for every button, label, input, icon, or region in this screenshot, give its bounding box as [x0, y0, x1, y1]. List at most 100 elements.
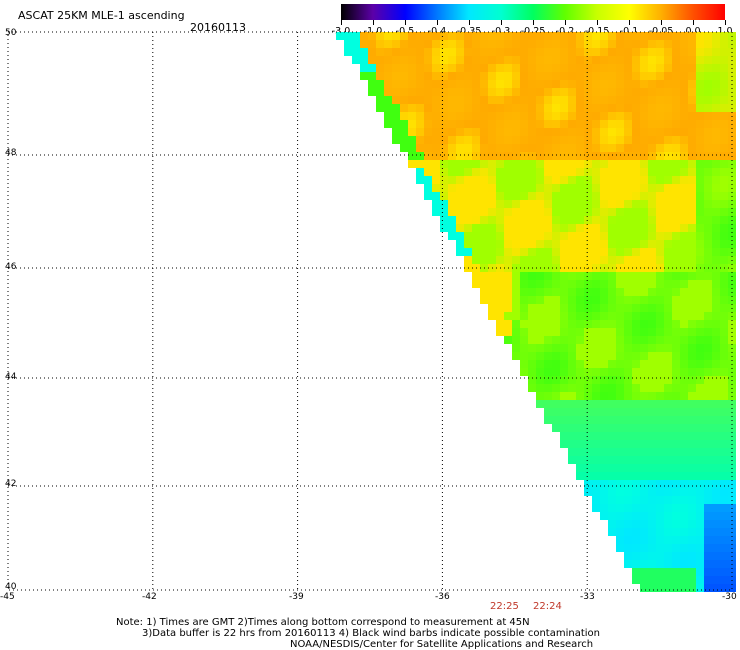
swath-cell	[552, 112, 560, 120]
swath-cell	[704, 312, 712, 320]
swath-cell	[640, 488, 648, 496]
swath-cell	[560, 104, 568, 112]
swath-cell	[696, 200, 704, 208]
swath-cell	[512, 232, 520, 240]
swath-cell	[504, 144, 512, 152]
swath-cell	[688, 240, 696, 248]
swath-cell	[568, 240, 576, 248]
swath-cell	[712, 288, 720, 296]
swath-cell	[704, 192, 712, 200]
swath-cell	[456, 240, 464, 248]
swath-cell	[456, 168, 464, 176]
swath-cell	[688, 312, 696, 320]
swath-cell	[704, 408, 712, 416]
swath-cell	[688, 304, 696, 312]
swath-cell	[392, 48, 400, 56]
swath-cell	[664, 560, 672, 568]
swath-cell	[528, 96, 536, 104]
swath-cell	[544, 368, 552, 376]
swath-cell	[624, 144, 632, 152]
swath-cell	[664, 272, 672, 280]
swath-cell	[432, 40, 440, 48]
swath-cell	[536, 216, 544, 224]
swath-cell	[672, 504, 680, 512]
swath-cell	[672, 496, 680, 504]
swath-cell	[648, 320, 656, 328]
swath-cell	[696, 552, 704, 560]
swath-cell	[552, 336, 560, 344]
swath-cell	[680, 320, 688, 328]
swath-cell	[632, 384, 640, 392]
swath-cell	[704, 528, 712, 536]
swath-cell	[712, 536, 720, 544]
swath-cell	[656, 104, 664, 112]
swath-cell	[568, 192, 576, 200]
swath-cell	[576, 400, 584, 408]
swath-cell	[680, 232, 688, 240]
swath-cell	[672, 104, 680, 112]
swath-cell	[528, 184, 536, 192]
swath-cell	[440, 112, 448, 120]
swath-cell	[616, 168, 624, 176]
swath-cell	[616, 80, 624, 88]
swath-cell	[696, 208, 704, 216]
swath-cell	[416, 56, 424, 64]
swath-cell	[624, 96, 632, 104]
swath-cell	[456, 96, 464, 104]
swath-cell	[672, 288, 680, 296]
swath-cell	[696, 496, 704, 504]
swath-cell	[704, 88, 712, 96]
swath-cell	[664, 528, 672, 536]
swath-cell	[528, 376, 536, 384]
swath-cell	[640, 528, 648, 536]
swath-cell	[688, 560, 696, 568]
swath-cell	[416, 120, 424, 128]
swath-cell	[544, 240, 552, 248]
swath-cell	[528, 80, 536, 88]
swath-cell	[656, 440, 664, 448]
swath-cell	[656, 152, 664, 160]
swath-cell	[568, 328, 576, 336]
swath-cell	[344, 32, 352, 40]
swath-cell	[640, 216, 648, 224]
swath-cell	[504, 192, 512, 200]
swath-cell	[720, 512, 728, 520]
swath-cell	[600, 216, 608, 224]
swath-cell	[536, 280, 544, 288]
swath-cell	[504, 208, 512, 216]
swath-cell	[616, 352, 624, 360]
swath-cell	[704, 288, 712, 296]
swath-cell	[624, 336, 632, 344]
swath-cell	[640, 312, 648, 320]
swath-cell	[608, 128, 616, 136]
swath-cell	[496, 160, 504, 168]
swath-cell	[504, 40, 512, 48]
swath-cell	[576, 96, 584, 104]
swath-cell	[688, 520, 696, 528]
swath-cell	[672, 408, 680, 416]
swath-cell	[688, 352, 696, 360]
swath-cell	[424, 136, 432, 144]
swath-cell	[488, 96, 496, 104]
swath-cell	[504, 128, 512, 136]
swath-cell	[600, 400, 608, 408]
swath-cell	[704, 392, 712, 400]
swath-cell	[648, 168, 656, 176]
swath-cell	[536, 176, 544, 184]
swath-cell	[544, 336, 552, 344]
swath-cell	[680, 272, 688, 280]
swath-cell	[600, 168, 608, 176]
swath-cell	[624, 328, 632, 336]
swath-cell	[584, 144, 592, 152]
swath-cell	[528, 208, 536, 216]
swath-cell	[624, 160, 632, 168]
swath-cell	[656, 464, 664, 472]
swath-cell	[544, 112, 552, 120]
swath-cell	[528, 168, 536, 176]
swath-cell	[536, 56, 544, 64]
swath-cell	[648, 216, 656, 224]
swath-cell	[656, 40, 664, 48]
swath-cell	[680, 200, 688, 208]
swath-cell	[432, 184, 440, 192]
swath-cell	[584, 400, 592, 408]
